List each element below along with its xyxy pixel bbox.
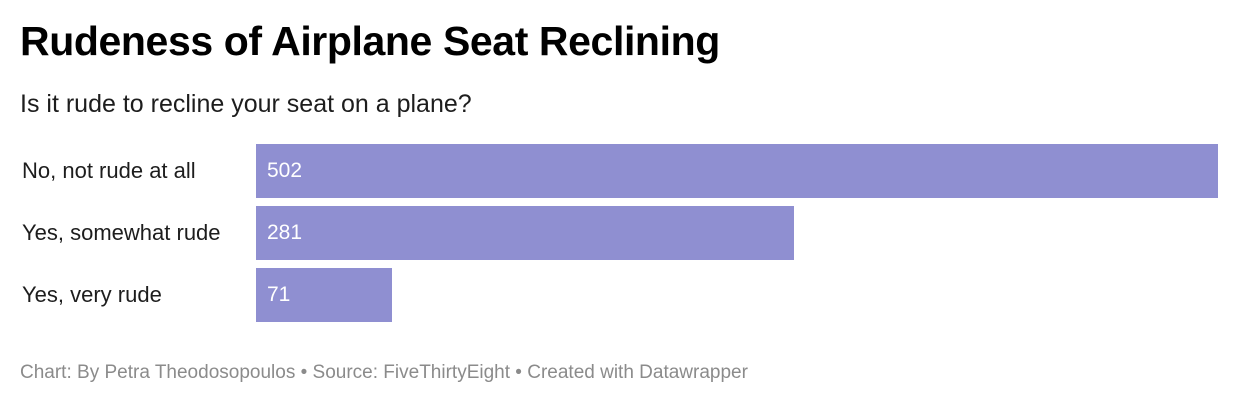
bar-row: Yes, somewhat rude 281: [0, 206, 1240, 260]
footer-separator: •: [515, 362, 522, 383]
category-label: Yes, very rude: [22, 282, 162, 307]
category-label: Yes, somewhat rude: [22, 220, 221, 245]
footer-source: Source: FiveThirtyEight: [312, 362, 511, 383]
category-label: No, not rude at all: [22, 158, 196, 183]
bar: [256, 144, 1218, 198]
bar: [256, 268, 392, 322]
chart-title: Rudeness of Airplane Seat Reclining: [20, 18, 720, 64]
bar-row: No, not rude at all 502: [0, 144, 1240, 198]
footer-tool: Created with Datawrapper: [527, 362, 748, 383]
data-label: 502: [267, 159, 303, 182]
chart-subtitle: Is it rude to recline your seat on a pla…: [20, 90, 472, 118]
chart-footer: Chart: By Petra Theodosopoulos • Source:…: [20, 362, 748, 385]
bar: [256, 206, 794, 260]
footer-credit: Chart: By Petra Theodosopoulos: [20, 362, 296, 383]
footer-separator: •: [300, 362, 308, 383]
data-label: 71: [267, 283, 291, 306]
bar-row: Yes, very rude 71: [0, 268, 1240, 322]
data-label: 281: [267, 221, 303, 244]
